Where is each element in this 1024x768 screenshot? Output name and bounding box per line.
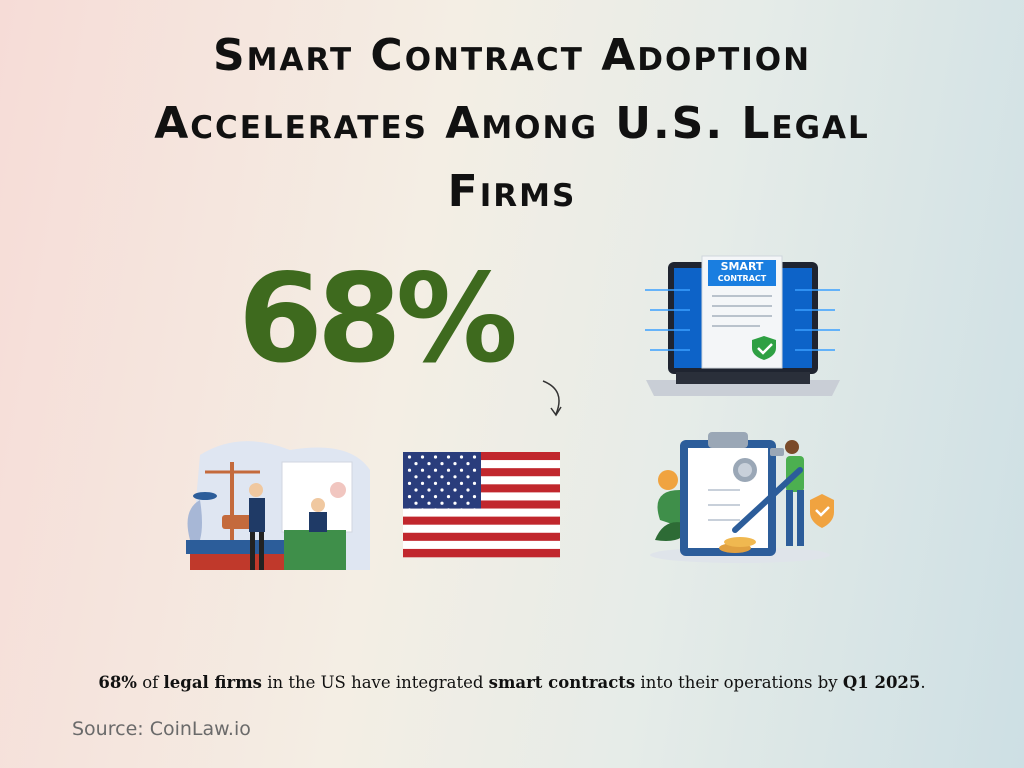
arrow — [542, 380, 560, 415]
flag-part — [420, 455, 425, 459]
flag-part — [407, 468, 412, 472]
flag-part — [420, 495, 425, 499]
flag-part — [440, 475, 444, 479]
caption-segment: Q1 2025 — [842, 673, 921, 692]
caption-segment: into their operations by — [635, 673, 843, 692]
caption-segment: smart contracts — [488, 673, 636, 692]
flag-part — [433, 508, 438, 512]
flag-part — [403, 484, 560, 493]
flag-part — [459, 508, 464, 512]
flag-part — [453, 462, 457, 466]
flag-part — [403, 548, 560, 558]
flag-part — [453, 501, 457, 505]
arrow-head — [550, 406, 562, 417]
flag-part — [420, 508, 425, 512]
flag-part — [403, 508, 560, 517]
flag-part — [433, 455, 438, 459]
flag-part — [459, 468, 464, 472]
flag-part — [433, 495, 438, 499]
flag-part — [407, 455, 412, 459]
source: Source: CoinLaw.io — [72, 718, 251, 740]
flag-part — [420, 481, 425, 485]
caption-segment: . — [920, 673, 926, 692]
flag-part — [403, 524, 560, 534]
flag-part — [440, 501, 444, 505]
flag-part — [446, 455, 451, 459]
big-stat: 68% — [237, 248, 518, 390]
flag-part — [403, 452, 481, 509]
flag-part — [466, 488, 470, 492]
flag-part — [403, 468, 560, 477]
flag-part — [440, 488, 444, 492]
flag-part — [453, 488, 457, 492]
flag-part — [414, 501, 418, 505]
laptop-label: SMART — [721, 260, 764, 273]
flag-part — [427, 488, 431, 492]
flag-part — [403, 500, 560, 509]
flag-part — [459, 455, 464, 459]
flag-part — [466, 475, 470, 479]
flag-part — [472, 495, 477, 499]
flag-part — [472, 481, 477, 485]
flag-part — [433, 468, 438, 472]
flag-part — [446, 495, 451, 499]
flag-part — [427, 462, 431, 466]
flag-part — [472, 468, 477, 472]
legal-illustration — [186, 441, 370, 570]
flag-part — [414, 475, 418, 479]
caption-segment: legal firms — [163, 673, 262, 692]
flag-part — [466, 501, 470, 505]
flag-part — [407, 481, 412, 485]
flag-part — [472, 508, 477, 512]
caption-segment: 68% — [98, 673, 137, 692]
flag-part — [403, 452, 560, 461]
laptop-label: CONTRACT — [718, 274, 767, 283]
clipboard-illustration — [650, 432, 834, 563]
flag-part — [440, 462, 444, 466]
flag-part — [403, 460, 560, 469]
flag-part — [420, 468, 425, 472]
flag-part — [472, 455, 477, 459]
flag-part — [403, 492, 560, 501]
flag-part — [459, 495, 464, 499]
flag-part — [446, 508, 451, 512]
us-flag — [403, 452, 560, 558]
flag-part — [459, 481, 464, 485]
flag-part — [414, 462, 418, 466]
flag-part — [403, 476, 560, 485]
caption: 68% of legal firms in the US have integr… — [0, 673, 1024, 692]
flag-part — [403, 540, 560, 550]
flag-part — [407, 495, 412, 499]
flag-part — [414, 488, 418, 492]
title: Smart Contract Adoption Accelerates Amon… — [154, 30, 870, 217]
flag-part — [466, 462, 470, 466]
flag-part — [403, 532, 560, 542]
flag-part — [427, 475, 431, 479]
flag-part — [446, 481, 451, 485]
caption-segment: in the US have integrated — [261, 673, 489, 692]
flag-part — [403, 516, 560, 525]
flag-part — [433, 481, 438, 485]
flag-part — [446, 468, 451, 472]
flag-part — [453, 475, 457, 479]
flag-part — [427, 501, 431, 505]
flag-part — [407, 508, 412, 512]
laptop-illustration: SMART CONTRACT — [645, 255, 840, 396]
caption-segment: of — [136, 673, 164, 692]
